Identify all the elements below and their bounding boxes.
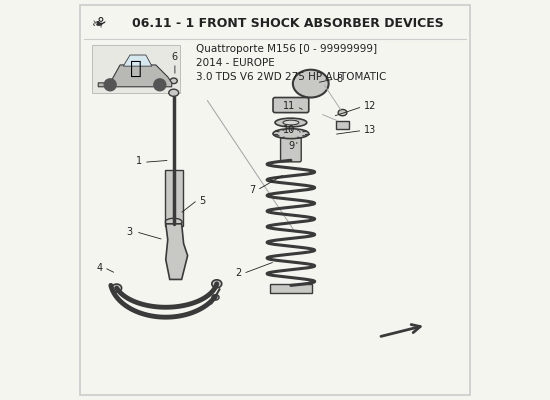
Ellipse shape xyxy=(166,218,182,226)
Text: 6: 6 xyxy=(172,52,178,62)
Polygon shape xyxy=(98,65,172,87)
Text: ❧: ❧ xyxy=(92,17,104,31)
Text: 8: 8 xyxy=(337,74,343,84)
Text: 🚗: 🚗 xyxy=(130,60,142,78)
FancyBboxPatch shape xyxy=(273,98,309,113)
Text: 1: 1 xyxy=(136,156,142,166)
FancyBboxPatch shape xyxy=(336,120,349,129)
Ellipse shape xyxy=(275,118,307,127)
FancyBboxPatch shape xyxy=(280,137,301,162)
FancyBboxPatch shape xyxy=(164,170,183,226)
Polygon shape xyxy=(123,55,152,66)
Text: 5: 5 xyxy=(200,196,206,206)
Ellipse shape xyxy=(338,110,347,116)
FancyBboxPatch shape xyxy=(270,284,312,292)
Text: 2: 2 xyxy=(235,268,241,278)
Polygon shape xyxy=(166,224,188,280)
Circle shape xyxy=(154,79,166,91)
Text: 2014 - EUROPE: 2014 - EUROPE xyxy=(196,58,274,68)
Text: 9: 9 xyxy=(289,141,295,151)
Ellipse shape xyxy=(283,120,299,125)
Text: ⚘: ⚘ xyxy=(94,16,107,31)
Text: 12: 12 xyxy=(364,101,377,111)
Circle shape xyxy=(104,79,116,91)
Ellipse shape xyxy=(293,70,329,98)
Text: Quattroporte M156 [0 - 99999999]: Quattroporte M156 [0 - 99999999] xyxy=(196,44,377,54)
Text: 3.0 TDS V6 2WD 275 HP AUTOMATIC: 3.0 TDS V6 2WD 275 HP AUTOMATIC xyxy=(196,72,386,82)
Text: 4: 4 xyxy=(96,262,102,272)
Ellipse shape xyxy=(212,294,219,300)
Text: 13: 13 xyxy=(364,125,377,135)
Text: 10: 10 xyxy=(283,125,295,135)
Text: 06.11 - 1 FRONT SHOCK ABSORBER DEVICES: 06.11 - 1 FRONT SHOCK ABSORBER DEVICES xyxy=(132,17,444,30)
Ellipse shape xyxy=(169,89,179,96)
Text: 7: 7 xyxy=(249,185,255,195)
Ellipse shape xyxy=(273,129,309,139)
Text: 3: 3 xyxy=(126,227,132,237)
Ellipse shape xyxy=(212,280,222,288)
FancyBboxPatch shape xyxy=(92,45,180,93)
Ellipse shape xyxy=(112,284,122,292)
Text: 11: 11 xyxy=(283,101,295,111)
Ellipse shape xyxy=(170,78,177,84)
